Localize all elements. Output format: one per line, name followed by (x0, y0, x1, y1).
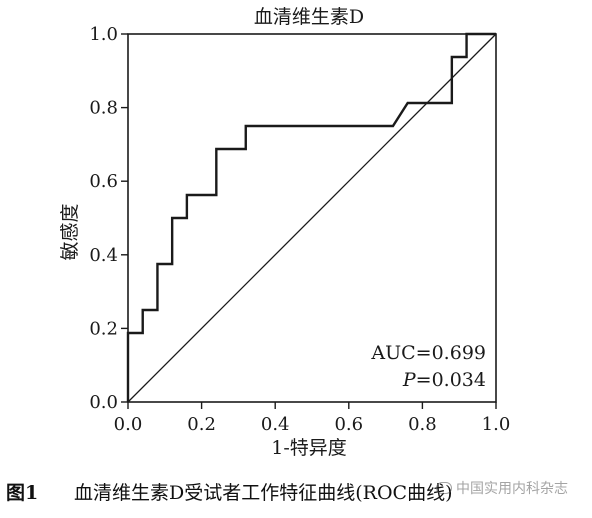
p-value: =0.034 (416, 369, 486, 391)
x-tick-label: 0.6 (334, 414, 363, 435)
plot-frame (127, 33, 497, 403)
roc-chart: 血清维生素D 敏感度 1-特异度 0.0 0.2 0.4 0.6 0.8 1.0 0.0 0.… (59, 6, 511, 459)
x-tick-label: 1.0 (482, 414, 511, 435)
watermark: 中国实用内科杂志 (436, 478, 568, 498)
reference-diagonal-line (127, 33, 497, 403)
x-tick-label: 0.8 (408, 414, 437, 435)
figure-caption: 图1 血清维生素D受试者工作特征曲线(ROC曲线) (0, 472, 592, 512)
x-tick-label: 0.4 (261, 414, 290, 435)
x-axis-label: 1-特异度 (271, 437, 347, 459)
x-tick-label: 0.0 (114, 414, 143, 435)
y-tick-label: 0.4 (89, 245, 118, 266)
roc-curve-line (126, 32, 496, 402)
x-tick-label: 0.2 (187, 414, 216, 435)
y-tick-label: 0.0 (89, 392, 118, 413)
y-axis-label: 敏感度 (59, 203, 81, 260)
y-tick-label: 0.8 (89, 98, 118, 119)
y-tick-label: 0.6 (89, 171, 118, 192)
auc-annotation: AUC=0.699 (370, 342, 486, 364)
watermark-text: 中国实用内科杂志 (456, 481, 568, 497)
p-symbol: P (402, 369, 417, 391)
y-tick-label: 1.0 (89, 24, 118, 45)
wechat-icon (436, 482, 452, 494)
figure-number: 图1 (6, 482, 39, 504)
chart-title: 血清维生素D (254, 6, 364, 28)
figure-caption-text: 血清维生素D受试者工作特征曲线(ROC曲线) (74, 482, 453, 504)
y-tick-label: 0.2 (89, 318, 118, 339)
p-value-annotation: P=0.034 (402, 369, 486, 391)
